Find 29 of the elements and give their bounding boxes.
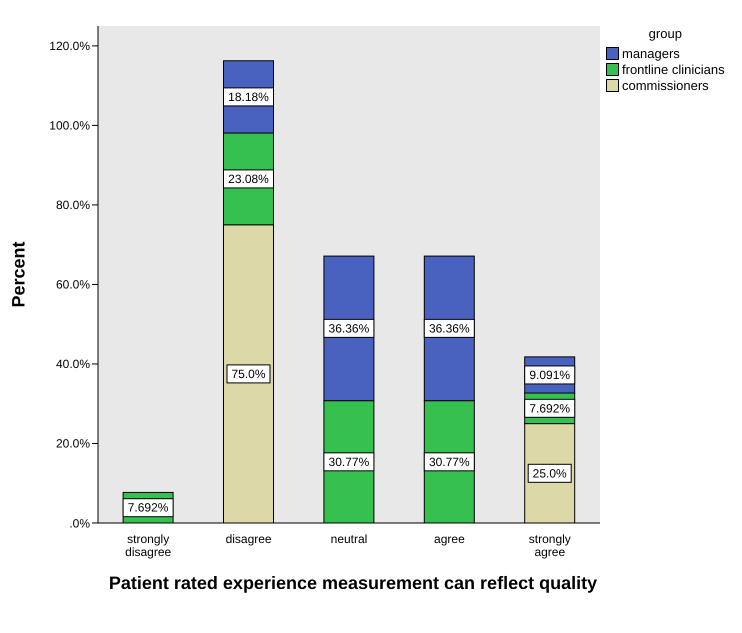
data-label: 36.36%	[428, 321, 470, 336]
x-axis-title: Patient rated experience measurement can reflect quality	[108, 573, 598, 593]
legend-label: commissioners	[622, 78, 709, 92]
y-tick-label: 40.0%	[56, 357, 90, 372]
x-tick-label: agree	[434, 532, 466, 546]
data-label: 23.08%	[228, 172, 270, 186]
data-label: 75.0%	[231, 366, 266, 381]
y-axis-title: Percent	[8, 241, 28, 308]
y-tick-label: 20.0%	[56, 436, 90, 451]
y-tick-label: 80.0%	[56, 198, 90, 212]
x-tick-label: neutral	[330, 532, 368, 546]
x-tick-label: strongly agree	[528, 532, 571, 559]
y-tick-label: 60.0%	[56, 278, 90, 292]
data-label: 7.692%	[529, 401, 570, 416]
x-tick-label: disagree	[226, 532, 272, 546]
data-label: 30.77%	[328, 454, 370, 469]
legend-label: managers	[622, 46, 680, 60]
y-tick-label: 100.0%	[49, 118, 90, 133]
y-tick-label: 120.0%	[49, 39, 90, 54]
legend-title: group	[648, 26, 683, 41]
data-label: 9.091%	[529, 368, 570, 382]
data-label: 30.77%	[428, 454, 470, 469]
data-label: 7.692%	[128, 500, 169, 515]
data-label: 36.36%	[328, 321, 370, 336]
data-label: 18.18%	[228, 90, 270, 104]
data-label: 25.0%	[532, 466, 568, 480]
y-tick-label: .0%	[69, 516, 90, 530]
x-tick-label: strongly disagree	[125, 532, 172, 559]
legend-label: frontline clinicians	[622, 62, 725, 76]
